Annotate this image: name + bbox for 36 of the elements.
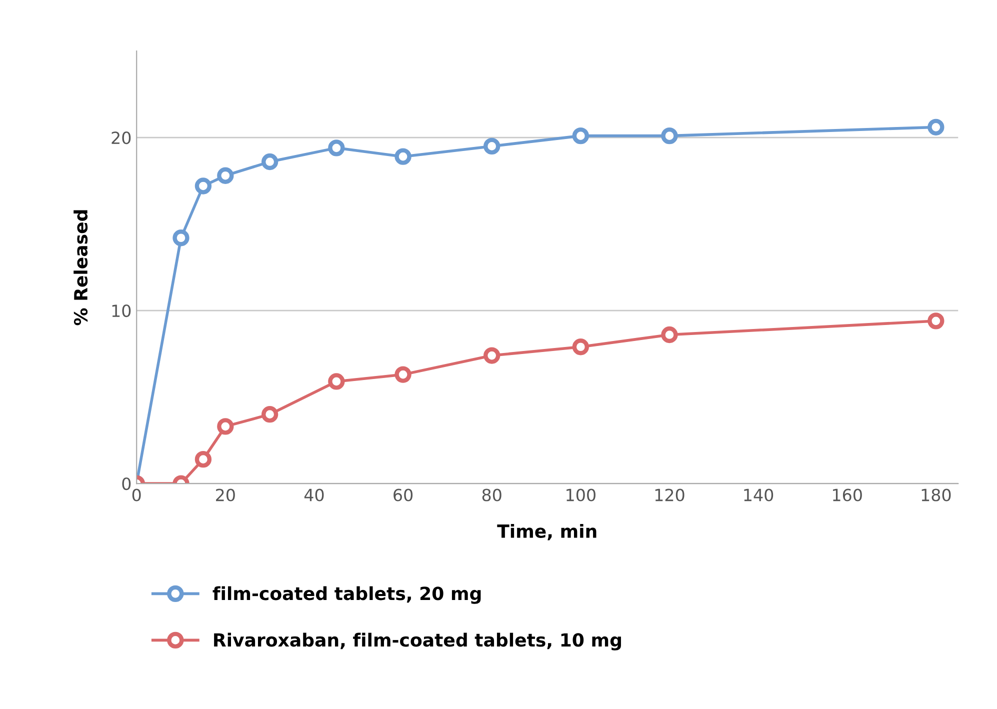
point	[484, 347, 500, 364]
y-tick-label: 0	[122, 478, 131, 490]
point	[394, 366, 412, 383]
point	[661, 127, 678, 144]
x-tick-label: 0	[132, 488, 141, 502]
point	[217, 418, 234, 435]
point	[194, 450, 212, 468]
point	[261, 153, 278, 170]
x-axis-title: Time, min	[497, 524, 596, 540]
point	[661, 326, 678, 344]
x-tick-label: 180	[922, 488, 951, 502]
x-tick-label: 140	[744, 488, 774, 502]
legend-label: film-coated tablets, 20 mg	[212, 586, 481, 604]
x-tick-label: 160	[833, 488, 862, 502]
x-tick-label: 20	[216, 488, 235, 502]
point	[217, 167, 234, 184]
x-tick-label: 100	[566, 488, 596, 502]
point	[572, 338, 589, 356]
y-tick-label: 10	[112, 304, 131, 318]
point	[328, 140, 345, 156]
x-tick-label: 80	[482, 488, 502, 502]
point	[328, 373, 345, 390]
point	[484, 138, 500, 155]
point	[194, 178, 212, 194]
legend-label: Rivaroxaban, film-coated tablets, 10 mg	[214, 632, 621, 650]
point	[394, 148, 412, 165]
y-axis-title: % Released	[74, 210, 88, 326]
point	[572, 127, 589, 144]
y-tick-label: 20	[112, 132, 131, 144]
point	[928, 312, 944, 330]
x-tick-label: 40	[304, 488, 324, 502]
point	[261, 406, 278, 423]
point	[172, 230, 190, 246]
x-tick-label: 60	[394, 488, 413, 502]
point	[928, 118, 944, 136]
x-tick-label: 120	[655, 488, 684, 502]
